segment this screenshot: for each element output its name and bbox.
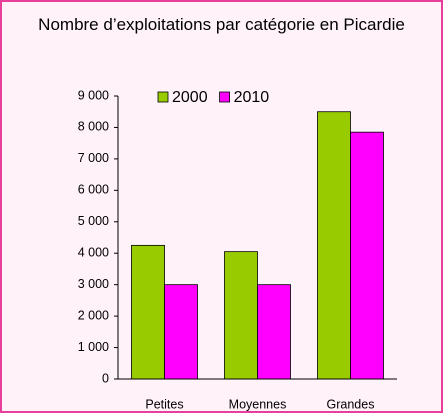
legend-label: 2000 <box>172 89 208 106</box>
y-tick-label: 5 000 <box>78 214 109 228</box>
x-tick-label: Moyennes <box>229 397 287 411</box>
x-tick-label: Petites <box>145 397 183 411</box>
y-tick-label: 2 000 <box>78 308 109 322</box>
bar <box>257 284 291 380</box>
bar <box>224 251 258 380</box>
bar <box>164 284 198 380</box>
bar <box>317 111 351 380</box>
y-tick-label: 9 000 <box>78 88 109 102</box>
legend-swatch <box>219 91 230 103</box>
y-tick-label: 8 000 <box>78 120 109 134</box>
chart-title: Nombre d’exploitations par catégorie en … <box>38 15 405 34</box>
bar <box>131 244 165 380</box>
legend-label: 2010 <box>234 89 270 106</box>
y-tick-label: 7 000 <box>78 151 109 165</box>
x-tick-label: Grandes <box>327 397 375 411</box>
bar <box>350 131 384 380</box>
y-tick-label: 4 000 <box>78 246 109 260</box>
y-tick-label: 1 000 <box>78 340 109 354</box>
y-tick-label: 3 000 <box>78 277 109 291</box>
legend-swatch <box>157 91 169 103</box>
y-tick-label: 6 000 <box>78 183 109 197</box>
y-tick-label: 0 <box>102 371 109 385</box>
